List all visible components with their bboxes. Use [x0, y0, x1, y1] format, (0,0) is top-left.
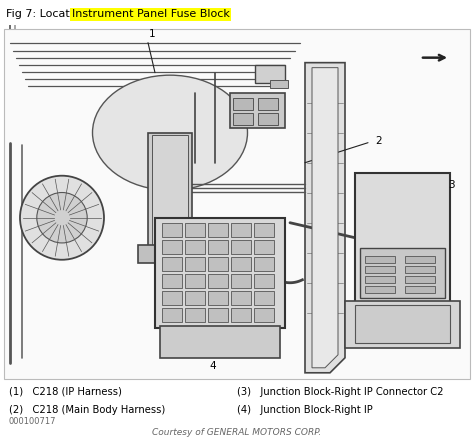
Bar [231, 240, 251, 254]
Bar [231, 257, 251, 271]
Bar [405, 286, 435, 293]
Bar [185, 223, 205, 237]
Bar [185, 240, 205, 254]
Bar [162, 257, 182, 271]
Text: 3: 3 [448, 180, 455, 190]
Circle shape [20, 176, 104, 260]
Bar [254, 308, 274, 322]
Bar [208, 257, 228, 271]
Bar [254, 257, 274, 271]
Polygon shape [305, 62, 345, 373]
Text: 1: 1 [149, 29, 155, 39]
Text: (3)   Junction Block-Right IP Connector C2: (3) Junction Block-Right IP Connector C2 [237, 387, 444, 397]
Text: (4)   Junction Block-Right IP: (4) Junction Block-Right IP [237, 404, 373, 414]
Bar [233, 113, 253, 125]
Text: (1)   C218 (IP Harness): (1) C218 (IP Harness) [9, 387, 121, 397]
Text: Fig 7: Locating Right: Fig 7: Locating Right [6, 9, 123, 19]
Bar [160, 326, 280, 358]
Bar [162, 274, 182, 288]
Bar [231, 291, 251, 305]
Text: 2: 2 [375, 136, 382, 146]
Bar [405, 256, 435, 263]
Bar [185, 274, 205, 288]
Bar [355, 305, 450, 343]
Bar [155, 218, 285, 328]
Text: Instrument Panel Fuse Block: Instrument Panel Fuse Block [72, 9, 230, 19]
Bar [258, 98, 278, 110]
Bar [185, 291, 205, 305]
Bar [360, 248, 445, 298]
Bar [365, 256, 395, 263]
Bar [162, 291, 182, 305]
Bar [148, 133, 192, 253]
Bar [230, 93, 285, 128]
Bar [365, 276, 395, 283]
Bar [365, 286, 395, 293]
Bar [405, 276, 435, 283]
Text: (2)   C218 (Main Body Harness): (2) C218 (Main Body Harness) [9, 404, 165, 414]
Circle shape [37, 193, 87, 243]
Polygon shape [10, 25, 320, 195]
Bar [162, 240, 182, 254]
Text: 000100717: 000100717 [9, 417, 56, 426]
Bar [231, 223, 251, 237]
Bar [255, 65, 285, 83]
Ellipse shape [92, 75, 247, 190]
Bar [405, 266, 435, 273]
Bar [208, 240, 228, 254]
Bar [152, 135, 188, 251]
Bar [208, 308, 228, 322]
Bar [208, 223, 228, 237]
Ellipse shape [80, 62, 260, 203]
Polygon shape [312, 68, 338, 368]
Bar [254, 240, 274, 254]
Bar [231, 308, 251, 322]
Bar [233, 98, 253, 110]
Bar [185, 257, 205, 271]
Bar [254, 223, 274, 237]
Bar [208, 291, 228, 305]
Bar [355, 173, 450, 303]
Bar [231, 274, 251, 288]
Bar [270, 80, 288, 88]
Bar [365, 266, 395, 273]
Bar [254, 274, 274, 288]
Bar [254, 291, 274, 305]
Text: 4: 4 [210, 361, 216, 371]
Bar [208, 274, 228, 288]
Bar [138, 245, 202, 263]
Bar [162, 308, 182, 322]
Bar [258, 113, 278, 125]
Text: Courtesy of GENERAL MOTORS CORP.: Courtesy of GENERAL MOTORS CORP. [152, 428, 322, 437]
Bar [185, 308, 205, 322]
Bar [162, 223, 182, 237]
Bar [345, 301, 460, 348]
